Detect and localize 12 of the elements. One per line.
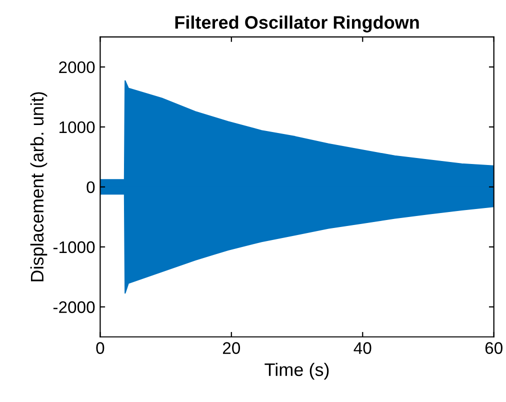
x-tick-label: 20	[222, 342, 240, 354]
y-tick-label: -2000	[53, 301, 95, 314]
x-tick-label: 0	[96, 342, 104, 354]
x-axis-title: Time (s)	[264, 362, 329, 380]
y-tick-label: -1000	[53, 241, 95, 254]
x-tick-label: 60	[485, 342, 502, 354]
x-tick-label: 40	[354, 342, 372, 354]
y-tick-label: 1000	[60, 121, 95, 134]
chart-title: Filtered Oscillator Ringdown	[175, 16, 419, 32]
y-tick-label: 0	[86, 181, 95, 194]
y-tick-label: 2000	[59, 61, 95, 74]
y-axis-title: Displacement (arb. unit)	[30, 92, 48, 282]
